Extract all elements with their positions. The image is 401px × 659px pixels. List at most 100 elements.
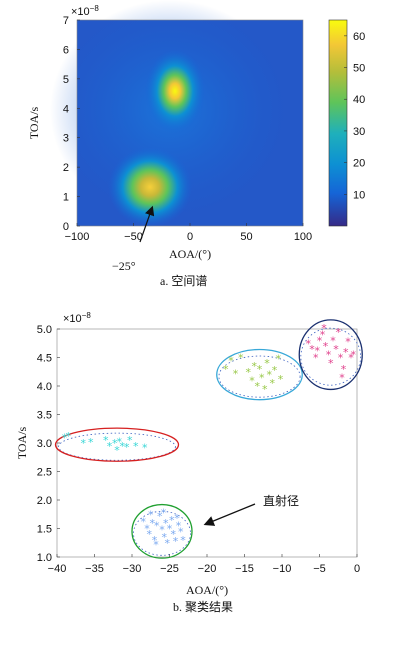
scatter-point: * bbox=[270, 377, 276, 390]
scatter-point: * bbox=[169, 514, 175, 527]
scatter-point: * bbox=[257, 363, 263, 376]
scatter-point: * bbox=[223, 363, 229, 376]
scatter-point: * bbox=[159, 524, 165, 537]
scatter-point: * bbox=[178, 525, 184, 538]
scatter-point: * bbox=[228, 354, 234, 367]
colorbar-tick-label: 30 bbox=[353, 126, 365, 138]
x-tick-label: 50 bbox=[240, 231, 252, 243]
spatial-spectrum-heatmap: −100 −50 0 50 100 0 1 2 3 4 5 6 7×10−8 AOA/(°) TOA/s 1… bbox=[27, 0, 365, 288]
cluster-ellipse bbox=[298, 319, 363, 391]
scatter-point: * bbox=[326, 349, 332, 362]
scatter-point: * bbox=[264, 357, 270, 370]
y-tick-label: 0 bbox=[63, 221, 69, 233]
scatter-point: * bbox=[153, 538, 159, 551]
colorbar-tick-label: 10 bbox=[353, 189, 365, 201]
scatter-point: * bbox=[133, 440, 139, 453]
y-tick-label: 2.5 bbox=[37, 467, 52, 479]
scatter-point: * bbox=[262, 383, 268, 396]
scatter-point: * bbox=[246, 366, 252, 379]
scatter-point: * bbox=[338, 352, 344, 365]
scatter-point: * bbox=[103, 434, 109, 447]
peak-annotation: −25° bbox=[112, 259, 136, 273]
scatter-point: * bbox=[267, 369, 273, 382]
scatter-point: * bbox=[233, 367, 239, 380]
scatter-point: * bbox=[351, 349, 357, 362]
y-exponent: ×10−8 bbox=[71, 4, 99, 18]
scatter-frame bbox=[56, 328, 358, 558]
scatter-point: * bbox=[174, 512, 180, 525]
scatter-point: * bbox=[328, 357, 334, 370]
x-tick-label: −25 bbox=[160, 563, 179, 575]
scatter-point: * bbox=[320, 329, 326, 342]
scatter-point: * bbox=[276, 353, 282, 366]
x-tick-label: 0 bbox=[187, 231, 193, 243]
scatter-point: * bbox=[88, 436, 94, 449]
scatter-point: * bbox=[306, 337, 312, 350]
colorbar-tick-label: 60 bbox=[353, 31, 365, 43]
y-tick-label: 2.0 bbox=[37, 495, 52, 507]
scatter-point: * bbox=[321, 322, 327, 335]
scatter-point: * bbox=[147, 528, 153, 541]
y-tick-label: 1 bbox=[63, 192, 69, 204]
scatter-point: * bbox=[107, 440, 113, 453]
scatter-point: * bbox=[112, 437, 118, 450]
scatter-point: * bbox=[81, 437, 87, 450]
scatter-point: * bbox=[315, 345, 321, 358]
direct-path-arrow bbox=[203, 503, 256, 526]
scatter-point: * bbox=[142, 442, 148, 455]
y-tick-label: 7 bbox=[63, 15, 69, 27]
cluster-ellipse bbox=[54, 427, 180, 462]
y-tick-label: 1.5 bbox=[37, 524, 52, 536]
y-axis-label: TOA/s bbox=[27, 106, 41, 139]
scatter-point: * bbox=[323, 340, 329, 353]
clustering-scatter: *** * ** **** ** * ********************* *** ***… bbox=[15, 311, 363, 614]
colorbar-tick-label: 20 bbox=[353, 158, 365, 170]
scatter-point: * bbox=[150, 517, 156, 530]
x-axis-label: AOA/(°) bbox=[169, 247, 211, 261]
scatter-point: * bbox=[339, 371, 345, 384]
caption-b: b. 聚类结果 bbox=[173, 600, 233, 614]
x-tick-label: −35 bbox=[85, 563, 104, 575]
cluster-boundary-dotted bbox=[300, 327, 362, 386]
scatter-point: * bbox=[127, 434, 133, 447]
heatmap-peak-upper bbox=[145, 49, 205, 133]
scatter-point: * bbox=[330, 334, 336, 347]
y-tick-label: 5 bbox=[63, 74, 69, 86]
scatter-point: * bbox=[309, 343, 315, 356]
x-tick-label: −5 bbox=[313, 563, 326, 575]
scatter-point: * bbox=[161, 507, 167, 520]
scatter-point: * bbox=[173, 535, 179, 548]
scatter-points: *** * ** **** ** * ********************* *** ***… bbox=[62, 322, 357, 552]
cluster-boundary-dotted bbox=[218, 355, 301, 398]
scatter-point: * bbox=[348, 352, 354, 365]
scatter-point: * bbox=[238, 352, 244, 365]
heatmap-axes: −100 −50 0 50 100 0 1 2 3 4 5 6 7×10−8 AOA/(°) TOA/s bbox=[27, 4, 312, 261]
scatter-point: * bbox=[163, 517, 169, 530]
scatter-point: * bbox=[249, 374, 255, 387]
scatter-point: * bbox=[144, 523, 150, 536]
y-tick-label: 3.5 bbox=[37, 410, 52, 422]
colorbar bbox=[328, 19, 348, 227]
cluster-ellipses bbox=[54, 319, 363, 559]
scatter-point: * bbox=[62, 431, 68, 444]
scatter-point: * bbox=[341, 363, 347, 376]
scatter-point: * bbox=[180, 534, 186, 547]
scatter-point: * bbox=[152, 534, 158, 547]
x-tick-label: 0 bbox=[354, 563, 360, 575]
y-tick-label: 3 bbox=[63, 133, 69, 145]
scatter-point: * bbox=[336, 326, 342, 339]
scatter-point: * bbox=[154, 520, 160, 533]
scatter-point: * bbox=[343, 346, 349, 359]
scatter-point: * bbox=[176, 520, 182, 533]
cluster-ellipse bbox=[131, 503, 193, 559]
y-tick-label: 4 bbox=[63, 103, 69, 115]
scatter-point: * bbox=[141, 516, 147, 529]
colorbar-tick-label: 40 bbox=[353, 94, 365, 106]
x-tick-label: −15 bbox=[235, 563, 254, 575]
y-tick-label: 6 bbox=[63, 44, 69, 56]
scatter-point: * bbox=[117, 435, 123, 448]
scatter-point: * bbox=[167, 523, 173, 536]
x-tick-label: −30 bbox=[123, 563, 142, 575]
x-tick-label: −50 bbox=[124, 231, 143, 243]
direct-path-label: 直射径 bbox=[263, 493, 299, 508]
